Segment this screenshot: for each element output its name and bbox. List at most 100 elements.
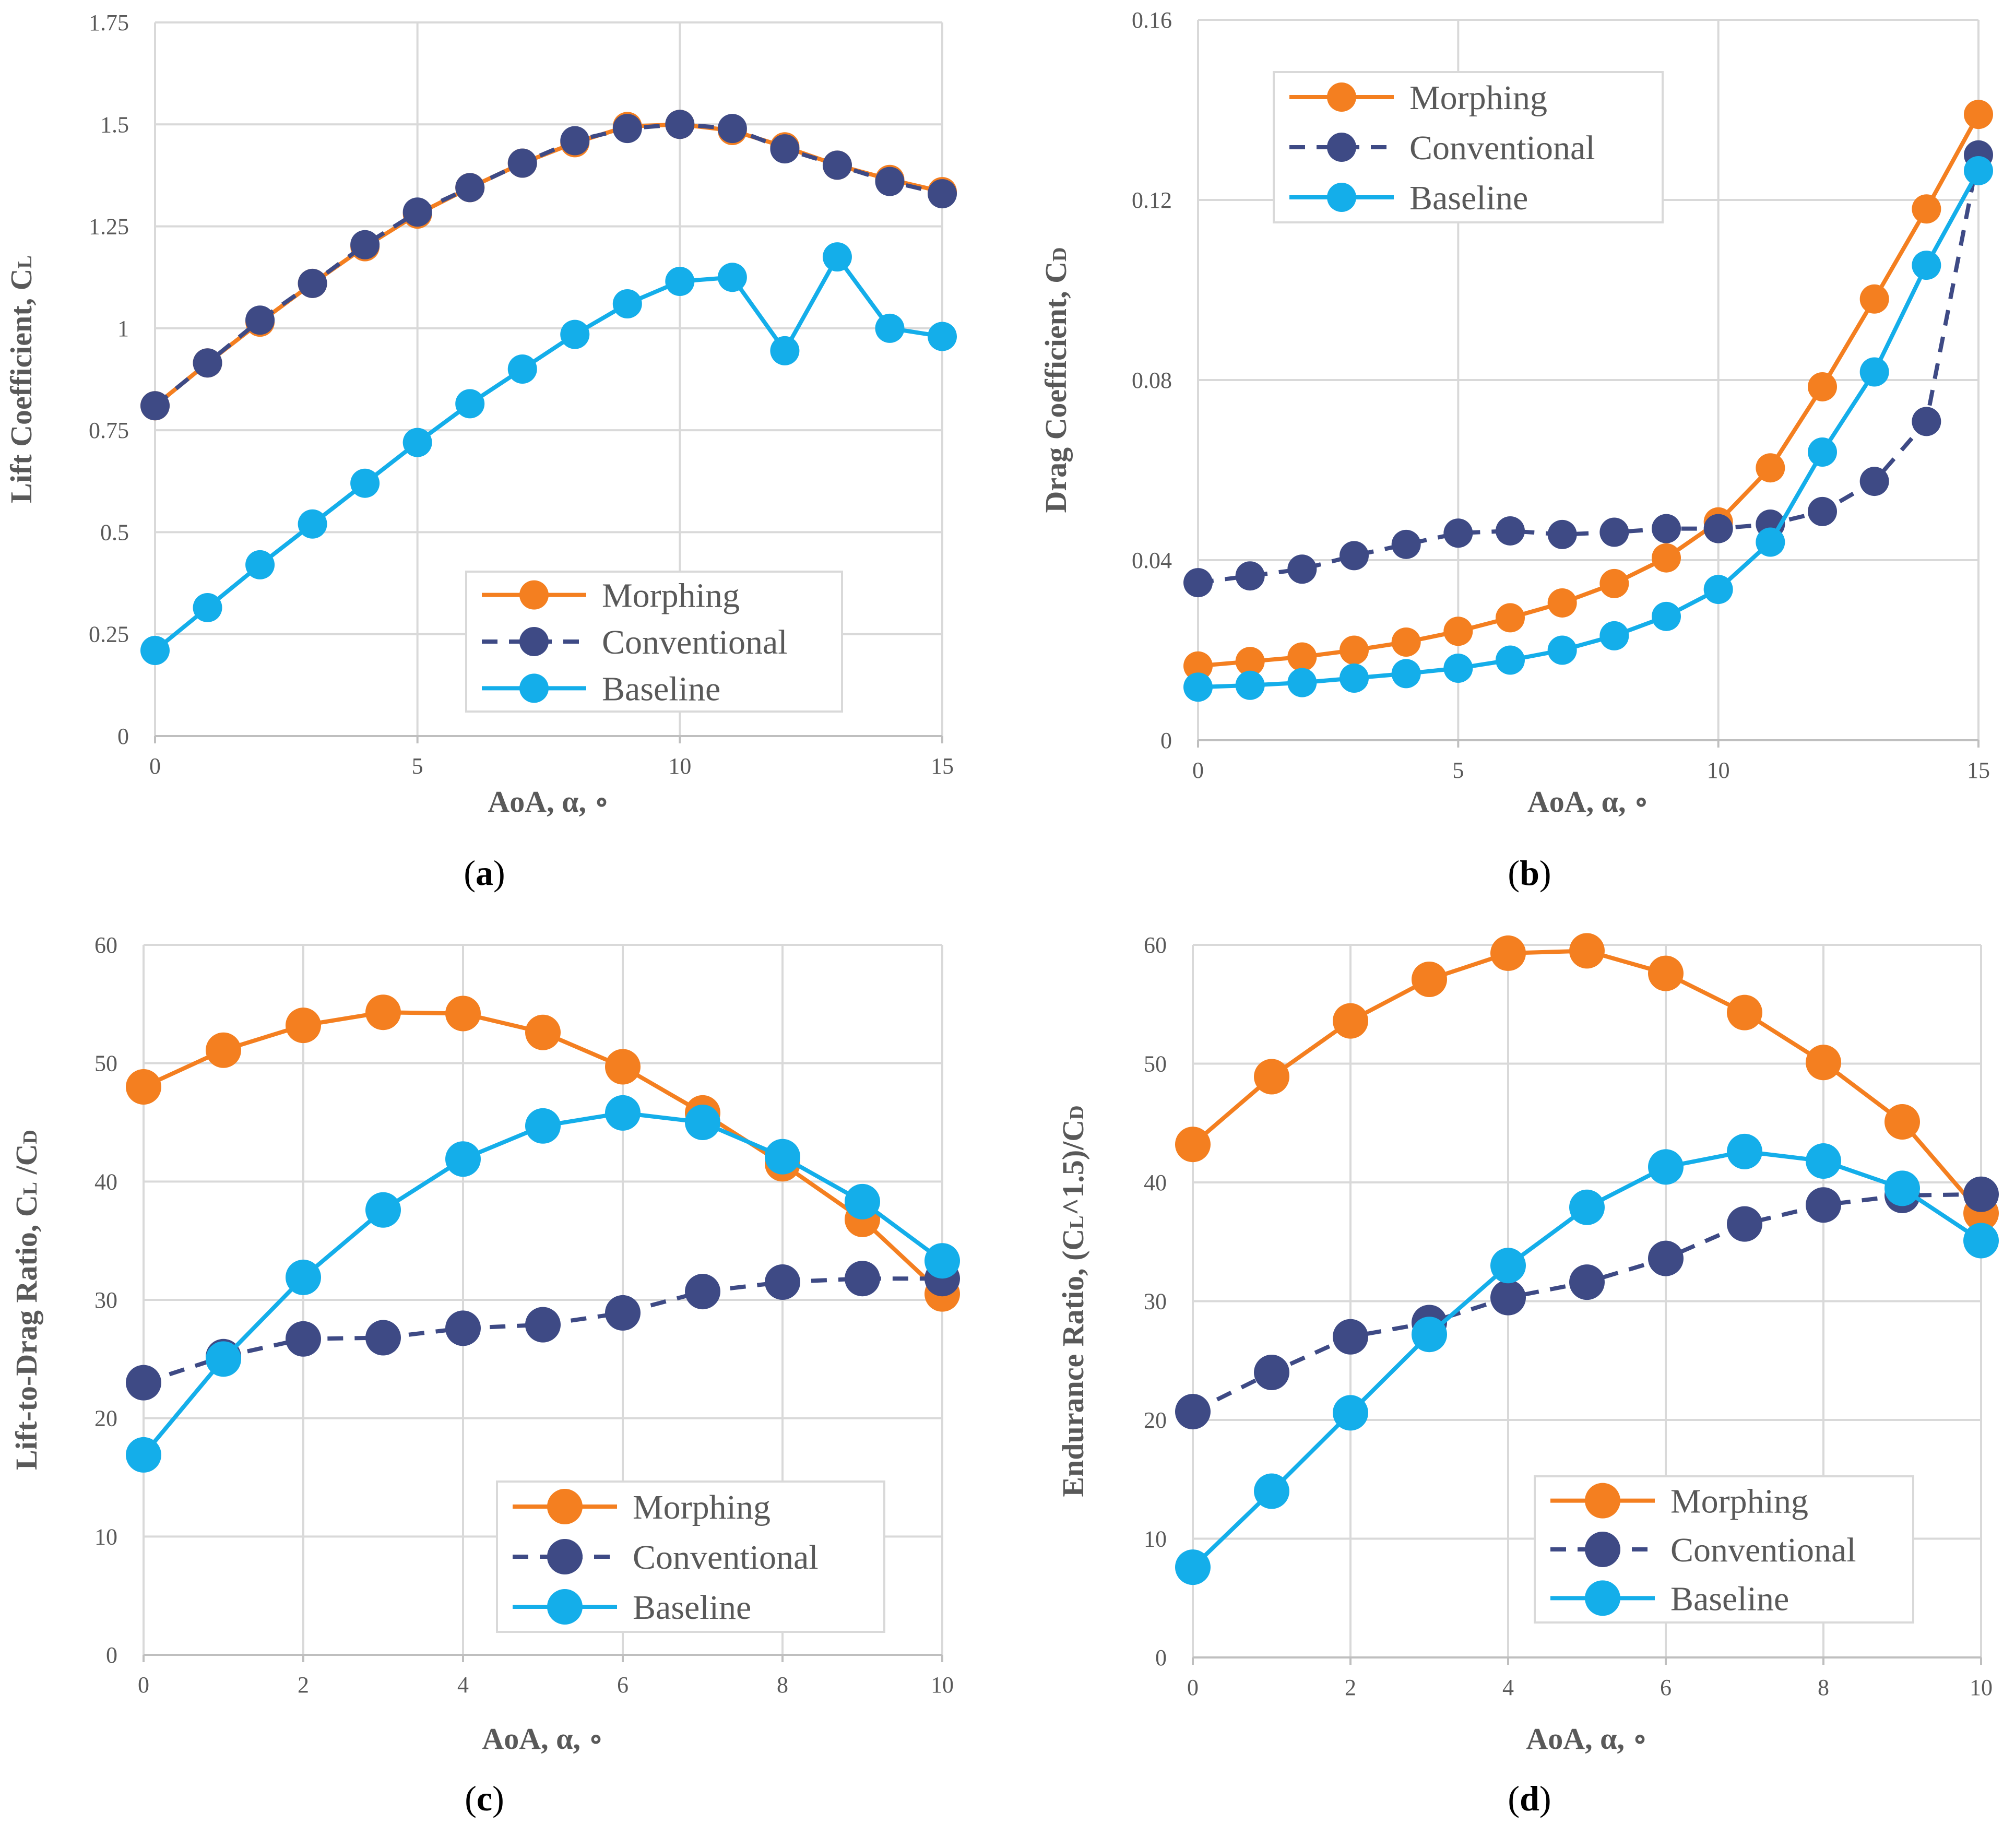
legend-label-conventional: Conventional (1670, 1531, 1856, 1569)
y-tick-label: 60 (1144, 932, 1167, 958)
point-conventional (525, 1307, 561, 1343)
point-baseline (455, 389, 485, 419)
legend-marker-baseline (1327, 183, 1356, 212)
point-morphing (1569, 933, 1605, 969)
point-morphing (1885, 1104, 1920, 1140)
point-conventional (298, 268, 327, 298)
x-tick-label: 5 (1452, 757, 1464, 783)
y-tick-label: 10 (1144, 1526, 1167, 1552)
y-tick-label: 0 (117, 724, 129, 749)
caption: (c) (465, 1779, 504, 1818)
point-baseline (140, 635, 170, 665)
x-tick-label: 10 (931, 1672, 954, 1698)
point-baseline (1340, 663, 1369, 693)
point-morphing (286, 1008, 321, 1044)
y-tick-label: 30 (94, 1287, 117, 1313)
y-tick-label: 1.25 (89, 214, 129, 240)
x-tick-label: 8 (1818, 1675, 1829, 1700)
point-conventional (665, 110, 695, 139)
legend-marker-morphing (1327, 82, 1356, 112)
x-tick-label: 5 (412, 753, 423, 779)
point-baseline (126, 1437, 161, 1473)
point-baseline (1333, 1395, 1368, 1431)
x-tick-label: 8 (777, 1672, 788, 1698)
point-baseline (1964, 156, 1993, 185)
x-tick-label: 2 (1345, 1675, 1356, 1700)
point-conventional (286, 1321, 321, 1357)
point-conventional (1391, 529, 1421, 559)
x-tick-label: 0 (138, 1672, 149, 1698)
point-baseline (286, 1259, 321, 1295)
x-tick-label: 2 (298, 1672, 309, 1698)
point-conventional (717, 114, 747, 144)
point-conventional (685, 1274, 720, 1310)
y-axis-title: Lift Coefficient, CL (4, 255, 38, 503)
y-tick-label: 50 (94, 1051, 117, 1076)
point-baseline (402, 428, 432, 457)
point-morphing (126, 1069, 161, 1105)
y-tick-label: 0 (1160, 728, 1172, 753)
point-baseline (1569, 1189, 1605, 1225)
point-baseline (928, 322, 957, 351)
caption: (d) (1508, 1779, 1551, 1818)
legend-marker-conventional (547, 1539, 583, 1574)
point-morphing (1727, 994, 1762, 1030)
point-conventional (1490, 1280, 1526, 1316)
point-baseline (1175, 1549, 1211, 1585)
y-tick-label: 40 (1144, 1170, 1167, 1195)
y-axis-title: Drag Coefficient, CD (1039, 247, 1073, 513)
y-tick-label: 0.12 (1132, 187, 1172, 213)
x-tick-label: 15 (931, 753, 954, 779)
series-line-conventional (143, 1276, 942, 1385)
legend-label-morphing: Morphing (1409, 79, 1547, 117)
point-baseline (1652, 601, 1681, 631)
x-tick-label: 10 (1707, 757, 1730, 783)
legend-label-conventional: Conventional (602, 623, 788, 661)
x-tick-label: 10 (668, 753, 691, 779)
y-tick-label: 1.5 (100, 112, 129, 137)
point-morphing (1490, 935, 1526, 971)
point-conventional (350, 230, 380, 259)
point-morphing (1175, 1127, 1211, 1163)
point-conventional (140, 391, 170, 421)
x-axis-title: AoA, α, ∘ (1526, 1722, 1648, 1756)
x-axis-title: AoA, α, ∘ (1527, 785, 1649, 819)
point-baseline (245, 550, 275, 579)
point-conventional (875, 167, 905, 196)
x-tick-label: 4 (457, 1672, 469, 1698)
point-morphing (1391, 627, 1421, 657)
point-baseline (1806, 1143, 1841, 1179)
point-conventional (1287, 554, 1317, 584)
legend-label-baseline: Baseline (1670, 1580, 1789, 1618)
point-conventional (1183, 568, 1213, 598)
point-conventional (1547, 519, 1577, 549)
point-conventional (455, 173, 485, 203)
point-morphing (1443, 617, 1473, 646)
point-conventional (1808, 496, 1837, 526)
series-line-morphing (143, 1010, 944, 1296)
point-baseline (1412, 1317, 1447, 1353)
point-baseline (193, 593, 222, 622)
point-baseline (1547, 635, 1577, 665)
x-tick-label: 4 (1502, 1675, 1514, 1700)
point-morphing (1183, 651, 1213, 681)
y-tick-label: 0.16 (1132, 7, 1172, 33)
point-morphing (1808, 372, 1837, 401)
point-morphing (1599, 568, 1629, 598)
point-conventional (365, 1320, 401, 1356)
point-baseline (875, 313, 905, 343)
point-conventional (193, 348, 222, 378)
point-baseline (298, 509, 327, 539)
series-line-baseline (153, 255, 943, 653)
legend-label-baseline: Baseline (602, 670, 720, 708)
point-conventional (1496, 516, 1525, 546)
point-baseline (765, 1139, 800, 1175)
point-conventional (126, 1365, 161, 1401)
legend-marker-conventional (519, 627, 549, 656)
point-conventional (560, 126, 590, 156)
point-conventional (1648, 1240, 1684, 1276)
x-tick-label: 10 (1970, 1675, 1993, 1700)
y-tick-label: 50 (1144, 1051, 1167, 1077)
